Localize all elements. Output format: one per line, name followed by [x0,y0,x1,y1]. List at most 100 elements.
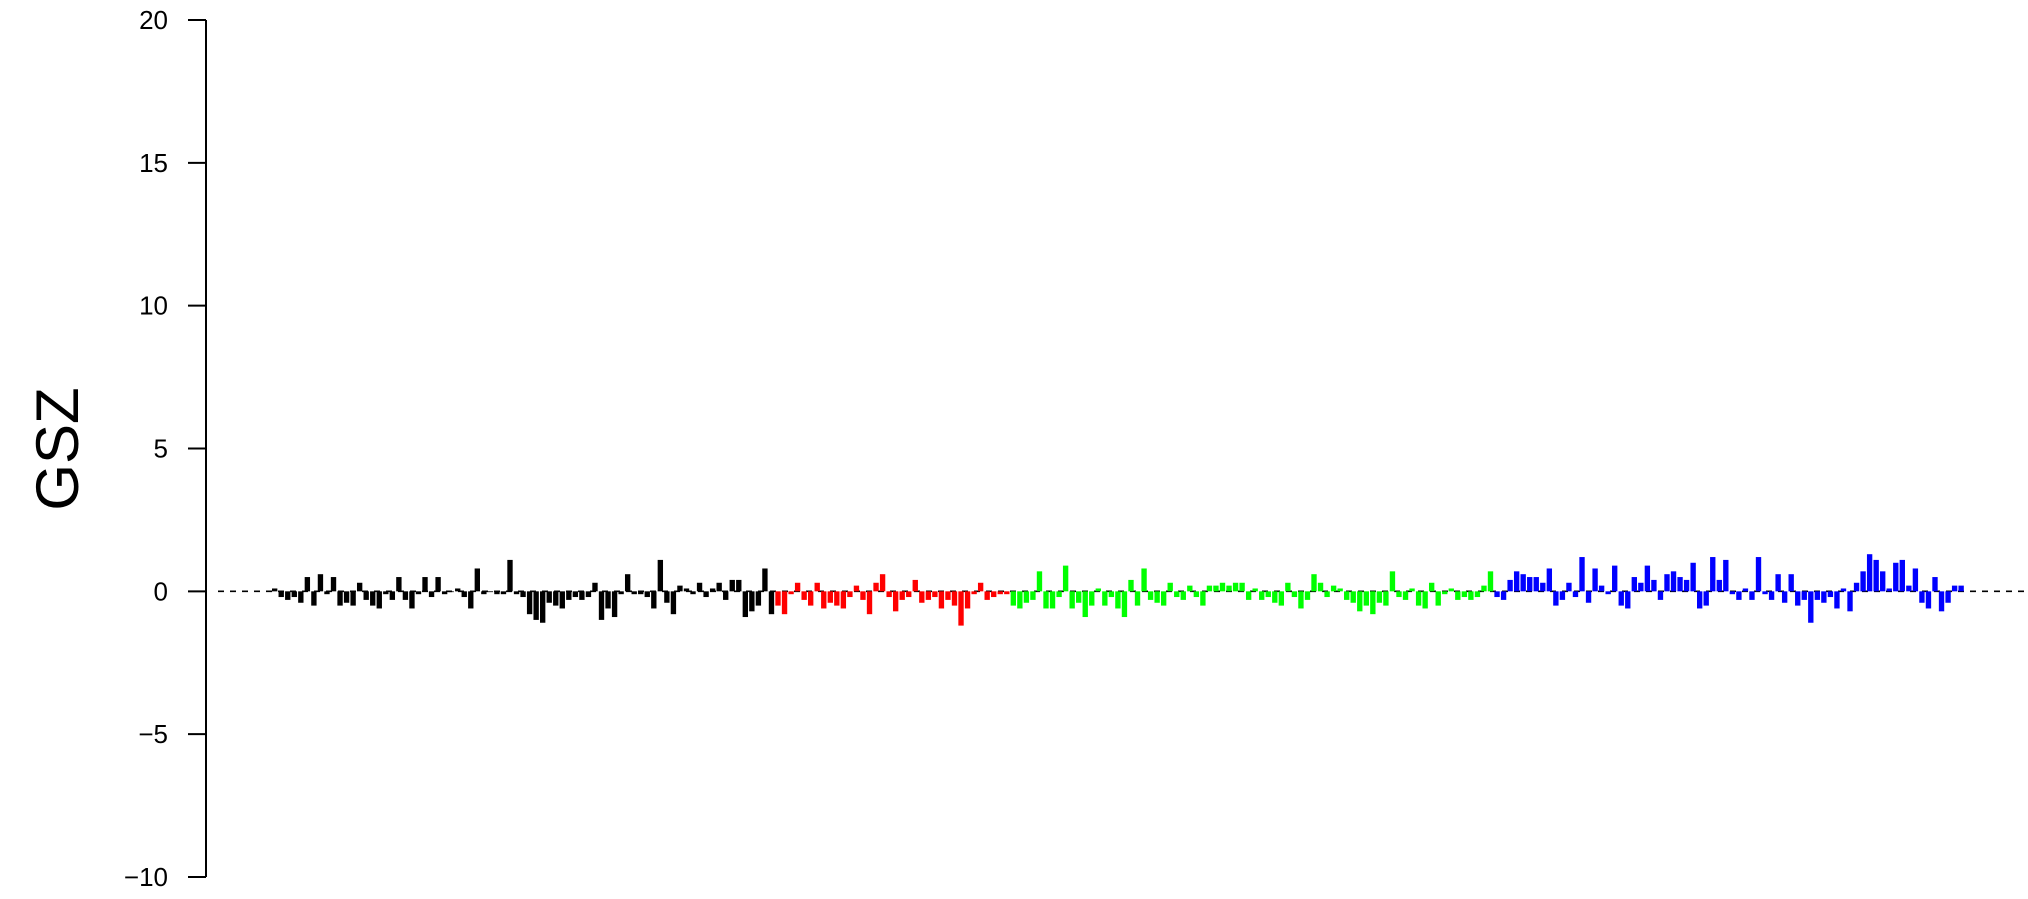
bar [899,591,905,600]
bar [1304,591,1311,600]
bar [755,591,762,606]
bar [997,591,1003,595]
bar [1082,591,1088,618]
bar [1912,568,1919,592]
bar [696,582,703,592]
bar [500,591,507,595]
bar [781,591,788,615]
bar [448,591,454,593]
bar [1487,571,1494,592]
bar-series-4 [1494,554,1964,623]
bar [1768,591,1775,600]
bar [631,591,637,595]
bar [1945,591,1951,603]
bar [1579,557,1585,592]
bar [272,588,278,592]
bar [428,591,435,598]
bar [1729,591,1736,595]
bar [1638,582,1644,592]
bar [291,591,297,598]
y-axis: −10 −5 0 5 10 15 20 [124,5,207,892]
bar [1507,579,1513,592]
bar [474,568,480,592]
bar [1834,591,1840,609]
bar [1664,574,1670,592]
bar [1500,591,1507,600]
bar [402,591,409,600]
bar [1010,591,1016,606]
bar [1513,571,1520,592]
bar [579,591,585,600]
bar [1344,591,1350,600]
bar [330,577,337,592]
bar [1115,591,1121,609]
bar-series-3 [1010,565,1494,618]
bar [1481,585,1487,592]
bar [775,591,781,606]
bar [1801,591,1807,600]
bar [389,591,396,600]
bar [1527,577,1533,592]
bar [559,591,565,609]
bar [938,591,945,609]
bar [1670,571,1677,592]
bar [657,559,664,592]
bar [1546,568,1553,592]
bar [415,591,422,595]
bar [1585,591,1592,603]
bar [1690,562,1696,592]
bar [1062,565,1069,592]
bar [1298,591,1304,609]
bar [1030,591,1036,600]
bar [1206,585,1213,592]
bar [1324,591,1330,598]
bar [1540,582,1546,592]
bar [886,591,892,598]
bar [1723,559,1729,592]
bar [461,591,467,598]
bar [356,582,363,592]
bar [526,591,533,615]
bar [951,591,958,606]
bar [1448,588,1454,592]
bar [1762,591,1768,595]
bar [343,591,350,603]
bar [1370,591,1376,615]
bar [827,591,833,603]
bar [664,591,670,603]
bar [1572,591,1579,598]
bar [1847,591,1853,612]
bar [1245,591,1252,600]
bar [1415,591,1422,606]
bar [1108,591,1115,598]
bar [278,591,284,598]
bar [1422,591,1428,609]
bar [1710,557,1716,592]
bar [651,591,657,609]
bar [435,577,441,592]
bar [585,591,592,598]
bar [853,585,860,592]
bar [873,582,879,592]
bar [1677,577,1683,592]
bar [1749,591,1755,600]
bar [1860,571,1866,592]
bar [1095,588,1101,592]
bar [1069,591,1075,609]
bar [1618,591,1624,606]
bar [1821,591,1827,603]
bar [1468,591,1474,600]
bar [1893,562,1899,592]
bar [324,591,330,595]
bar [1716,579,1722,592]
bar [945,591,951,600]
bar [729,579,735,592]
bar [1272,591,1278,603]
bar [703,591,709,598]
bar [1226,585,1232,592]
bar [801,591,807,600]
bar [991,591,997,598]
bar [1827,591,1834,598]
bar [1559,591,1566,600]
bar [1651,579,1657,592]
